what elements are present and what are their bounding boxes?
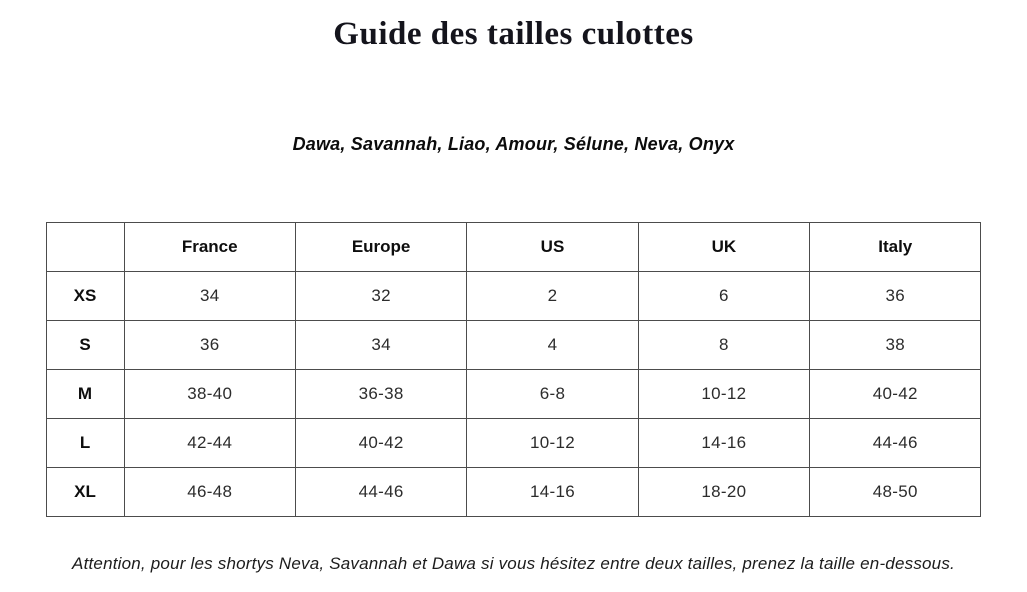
cell-france: 34 bbox=[123, 270, 296, 321]
row-label-size: XL bbox=[45, 466, 125, 517]
product-list-subtitle: Dawa, Savannah, Liao, Amour, Sélune, Nev… bbox=[292, 134, 735, 155]
row-label-size: L bbox=[45, 417, 125, 468]
column-header-uk: UK bbox=[637, 221, 811, 272]
row-label-size: XS bbox=[45, 270, 125, 321]
footnote: Attention, pour les shortys Neva, Savann… bbox=[72, 553, 955, 573]
cell-europe: 36-38 bbox=[294, 368, 468, 419]
cell-france: 46-48 bbox=[123, 466, 296, 517]
cell-uk: 14-16 bbox=[637, 417, 811, 468]
page-title: Guide des tailles culottes bbox=[333, 16, 694, 52]
size-conversion-table: France Europe US UK Italy XS 34 32 2 6 3… bbox=[45, 221, 982, 517]
cell-europe: 32 bbox=[294, 270, 468, 321]
cell-europe: 34 bbox=[294, 319, 468, 370]
cell-france: 42-44 bbox=[123, 417, 296, 468]
column-header-us: US bbox=[466, 221, 639, 272]
cell-us: 2 bbox=[466, 270, 639, 321]
cell-us: 6-8 bbox=[466, 368, 639, 419]
cell-italy: 44-46 bbox=[809, 417, 982, 468]
cell-italy: 38 bbox=[809, 319, 982, 370]
table-row-s: S 36 34 4 8 38 bbox=[45, 319, 982, 370]
cell-us: 4 bbox=[466, 319, 639, 370]
column-header-france: France bbox=[123, 221, 296, 272]
cell-us: 14-16 bbox=[466, 466, 639, 517]
cell-france: 36 bbox=[123, 319, 296, 370]
cell-italy: 36 bbox=[809, 270, 982, 321]
cell-france: 38-40 bbox=[123, 368, 296, 419]
cell-italy: 40-42 bbox=[809, 368, 982, 419]
row-label-size: M bbox=[45, 368, 125, 419]
column-header-europe: Europe bbox=[294, 221, 468, 272]
cell-us: 10-12 bbox=[466, 417, 639, 468]
table-row-l: L 42-44 40-42 10-12 14-16 44-46 bbox=[45, 417, 982, 468]
cell-uk: 8 bbox=[637, 319, 811, 370]
cell-uk: 6 bbox=[637, 270, 811, 321]
table-header-row: France Europe US UK Italy bbox=[45, 221, 982, 272]
table-row-m: M 38-40 36-38 6-8 10-12 40-42 bbox=[45, 368, 982, 419]
column-header-size bbox=[45, 221, 125, 272]
column-header-italy: Italy bbox=[809, 221, 982, 272]
cell-uk: 18-20 bbox=[637, 466, 811, 517]
cell-europe: 40-42 bbox=[294, 417, 468, 468]
cell-uk: 10-12 bbox=[637, 368, 811, 419]
table-row-xl: XL 46-48 44-46 14-16 18-20 48-50 bbox=[45, 466, 982, 517]
row-label-size: S bbox=[45, 319, 125, 370]
cell-europe: 44-46 bbox=[294, 466, 468, 517]
table-row-xs: XS 34 32 2 6 36 bbox=[45, 270, 982, 321]
size-guide-page: Guide des tailles culottes Dawa, Savanna… bbox=[0, 14, 1027, 592]
cell-italy: 48-50 bbox=[809, 466, 982, 517]
